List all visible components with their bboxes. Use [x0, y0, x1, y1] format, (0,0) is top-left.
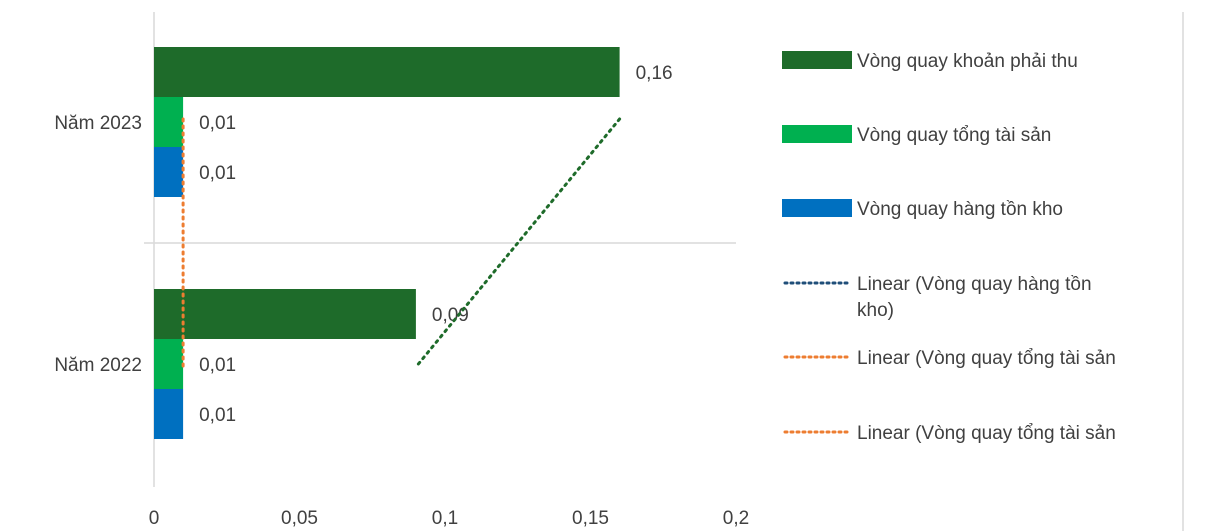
legend-trendline-label-3: Linear (Vòng quay tổng tài sản: [857, 423, 1116, 444]
data-label-2-1: 0,01: [199, 113, 236, 134]
x-tick-label-3: 0,1: [432, 508, 458, 529]
category-label-2: Năm 2022: [54, 355, 142, 376]
x-tick-label-4: 0,15: [572, 508, 609, 529]
trendline-khoan-phai-thu: [414, 117, 622, 369]
legend-swatch-3: [782, 199, 852, 217]
data-label-3-1: 0,01: [199, 163, 236, 184]
legend-trendline-label-1: Linear (Vòng quay hàng tồn kho): [857, 274, 1092, 321]
bar-3-1: [154, 147, 184, 197]
legend-label-1: Vòng quay khoản phải thu: [857, 51, 1078, 72]
data-label-1-1: 0,16: [636, 63, 673, 84]
bar-1-1: [154, 47, 620, 97]
legend-label-2: Vòng quay tổng tài sản: [857, 125, 1051, 146]
data-label-2-2: 0,01: [199, 355, 236, 376]
legend-label-3: Vòng quay hàng tồn kho: [857, 199, 1063, 220]
x-tick-label-5: 0,2: [723, 508, 749, 529]
x-tick-label-1: 0: [149, 508, 160, 529]
legend-swatch-2: [782, 125, 852, 143]
data-label-3-2: 0,01: [199, 405, 236, 426]
data-label-1-2: 0,09: [432, 305, 469, 326]
category-label-1: Năm 2023: [54, 113, 142, 134]
legend-swatch-1: [782, 51, 852, 69]
legend-trendline-label-2: Linear (Vòng quay tổng tài sản: [857, 348, 1116, 369]
bar-3-2: [154, 389, 184, 439]
bar-2-1: [154, 97, 184, 147]
x-tick-label-2: 0,05: [281, 508, 318, 529]
bar-1-2: [154, 289, 416, 339]
bar-2-2: [154, 339, 184, 389]
